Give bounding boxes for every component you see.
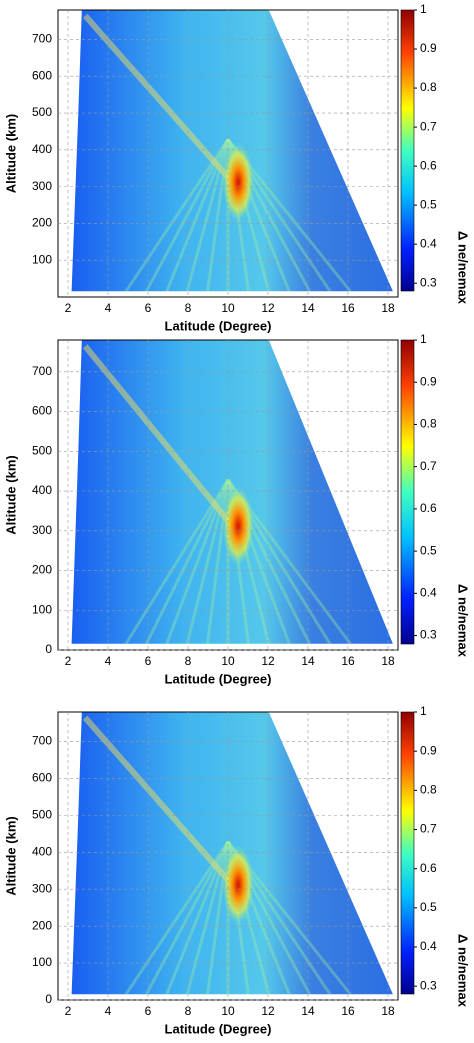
x-tick-label: 12 (261, 1004, 275, 1018)
x-tick-label: 16 (341, 1004, 355, 1018)
hot-spot (222, 844, 255, 925)
x-tick-label: 18 (381, 1004, 395, 1018)
x-tick-label: 16 (341, 301, 355, 315)
streak (124, 478, 230, 645)
colorbar-label: Δ ne/nemax (456, 584, 471, 658)
x-tick-label: 4 (105, 301, 112, 315)
colorbar-label: Δ ne/nemax (456, 934, 471, 1008)
y-tick-label: 0 (45, 642, 52, 656)
x-tick-label: 14 (301, 301, 315, 315)
x-axis-label: Latitude (Degree) (165, 671, 272, 686)
x-tick-label: 18 (381, 654, 395, 668)
streak (82, 13, 248, 199)
y-tick-label: 200 (32, 216, 52, 230)
x-axis-label: Latitude (Degree) (165, 318, 272, 333)
colorbar-tick-label: 0.5 (420, 900, 437, 914)
colorbar-tick-label: 0.3 (420, 628, 437, 642)
x-tick-label: 2 (65, 301, 72, 315)
streak (82, 715, 248, 902)
colorbar-tick-label: 0.5 (420, 543, 437, 557)
colorbar-tick-label: 0.3 (420, 275, 437, 289)
x-tick-label: 10 (221, 1004, 235, 1018)
y-tick-label: 100 (32, 602, 52, 616)
colorbar-tick-label: 0.4 (420, 939, 437, 953)
x-tick-label: 10 (221, 301, 235, 315)
hot-spot (222, 486, 255, 566)
colorbar-tick-label: 0.9 (420, 374, 437, 388)
colorbar-tick-label: 0.6 (420, 501, 437, 515)
colorbar-tick-label: 0.5 (420, 197, 437, 211)
x-tick-label: 6 (145, 301, 152, 315)
colorbar-tick-label: 0.8 (420, 80, 437, 94)
x-tick-label: 2 (65, 1004, 72, 1018)
streak (185, 479, 230, 645)
y-tick-label: 0 (45, 992, 52, 1006)
x-tick-label: 12 (261, 654, 275, 668)
y-axis-label: Altitude (km) (3, 455, 18, 534)
streak (124, 138, 230, 293)
y-tick-label: 500 (32, 808, 52, 822)
x-tick-label: 2 (65, 654, 72, 668)
colorbar (400, 9, 415, 292)
colorbar-tick-label: 0.4 (420, 236, 437, 250)
x-tick-label: 18 (381, 301, 395, 315)
y-tick-label: 200 (32, 563, 52, 577)
y-tick-label: 200 (32, 918, 52, 932)
x-axis-label: Latitude (Degree) (165, 1021, 272, 1036)
colorbar-tick-label: 0.8 (420, 783, 437, 797)
x-tick-label: 10 (221, 654, 235, 668)
colorbar-tick-label: 0.7 (420, 459, 437, 473)
x-tick-label: 4 (105, 654, 112, 668)
colorbar-tick-label: 0.4 (420, 586, 437, 600)
x-tick-label: 16 (341, 654, 355, 668)
y-tick-label: 400 (32, 844, 52, 858)
x-tick-label: 6 (145, 1004, 152, 1018)
y-tick-label: 100 (32, 955, 52, 969)
colorbar-tick-label: 0.7 (420, 822, 437, 836)
streak (82, 344, 248, 544)
colorbar-tick-label: 0.9 (420, 41, 437, 55)
x-tick-label: 4 (105, 1004, 112, 1018)
x-tick-label: 14 (301, 654, 315, 668)
streak (124, 840, 230, 996)
y-tick-label: 600 (32, 68, 52, 82)
colorbar-tick-label: 0.9 (420, 743, 437, 757)
colorbar-tick-label: 1 (420, 704, 427, 718)
y-tick-label: 700 (32, 32, 52, 46)
x-tick-label: 12 (261, 301, 275, 315)
colorbar-tick-label: 1 (420, 2, 427, 16)
x-tick-label: 8 (185, 301, 192, 315)
y-tick-label: 500 (32, 105, 52, 119)
colorbar-tick-label: 0.8 (420, 417, 437, 431)
y-tick-label: 600 (32, 771, 52, 785)
y-axis-label: Altitude (km) (3, 114, 18, 193)
y-tick-label: 300 (32, 523, 52, 537)
colorbar-tick-label: 0.7 (420, 119, 437, 133)
colorbar-tick-label: 0.3 (420, 978, 437, 992)
y-tick-label: 300 (32, 881, 52, 895)
y-tick-label: 500 (32, 443, 52, 457)
x-tick-label: 8 (185, 654, 192, 668)
colorbar-tick-label: 0.6 (420, 158, 437, 172)
y-tick-label: 400 (32, 483, 52, 497)
colorbar (400, 339, 415, 645)
colorbar-label: Δ ne/nemax (456, 231, 471, 305)
y-tick-label: 600 (32, 404, 52, 418)
y-tick-label: 300 (32, 179, 52, 193)
x-tick-label: 6 (145, 654, 152, 668)
colorbar (400, 711, 415, 995)
y-tick-label: 400 (32, 142, 52, 156)
y-tick-label: 700 (32, 364, 52, 378)
colorbar-tick-label: 0.6 (420, 861, 437, 875)
y-tick-label: 700 (32, 734, 52, 748)
hot-spot (222, 142, 255, 223)
y-axis-label: Altitude (km) (3, 816, 18, 895)
streak (185, 841, 230, 995)
x-tick-label: 8 (185, 1004, 192, 1018)
y-tick-label: 100 (32, 252, 52, 266)
colorbar-tick-label: 1 (420, 332, 427, 346)
streak (185, 138, 230, 292)
x-tick-label: 14 (301, 1004, 315, 1018)
